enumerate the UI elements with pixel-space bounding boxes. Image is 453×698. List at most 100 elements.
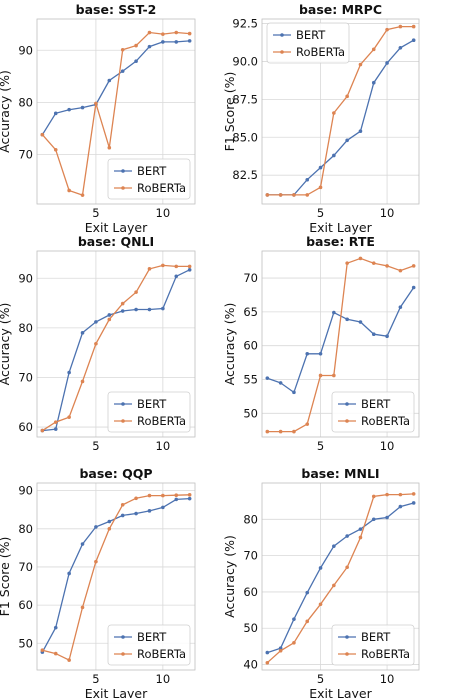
data-point-roberta — [147, 493, 152, 498]
x-tick-label: 10 — [380, 439, 395, 453]
data-point-bert — [345, 138, 349, 143]
legend-entry-roberta: RoBERTa — [361, 414, 410, 428]
data-point-roberta — [120, 502, 125, 507]
legend: BERT RoBERTa — [107, 391, 191, 433]
data-point-bert — [67, 571, 71, 576]
data-point-bert — [332, 153, 336, 158]
data-point-bert — [278, 646, 283, 651]
data-point-roberta — [345, 565, 349, 570]
data-point-roberta — [147, 30, 152, 35]
data-point-roberta — [187, 493, 192, 497]
chart-title: base: QNLI — [78, 234, 154, 249]
data-point-bert — [265, 650, 270, 655]
data-point-bert — [292, 390, 296, 395]
legend-box — [107, 158, 191, 200]
data-point-bert — [187, 39, 192, 43]
data-point-roberta — [278, 648, 283, 653]
chart-title: base: MNLI — [301, 466, 379, 481]
data-point-roberta — [265, 429, 270, 434]
y-tick-label: 85.0 — [232, 130, 258, 144]
legend-entry-roberta: RoBERTa — [137, 647, 186, 661]
y-tick-label: 80 — [243, 512, 258, 526]
data-point-roberta — [161, 32, 165, 36]
legend-marker — [345, 419, 349, 423]
chart-panel-6: 5 10 40 50 60 70 80 base: MNLI Exit Layer Accurac… — [222, 466, 420, 698]
chart-title: base: MRPC — [299, 2, 382, 17]
data-point-bert — [94, 525, 98, 529]
chart-title: base: SST-2 — [76, 2, 157, 17]
series-line-roberta — [41, 31, 190, 196]
data-point-roberta — [385, 264, 389, 268]
data-point-roberta — [40, 648, 45, 652]
legend-marker — [345, 652, 349, 656]
data-point-roberta — [292, 640, 296, 645]
data-point-bert — [80, 105, 85, 110]
series-line-bert — [41, 40, 190, 136]
chart-title: base: RTE — [306, 234, 375, 249]
data-point-roberta — [332, 111, 336, 115]
data-point-bert — [332, 310, 336, 315]
data-point-bert — [161, 40, 165, 44]
legend-marker — [280, 50, 284, 54]
data-point-bert — [332, 544, 336, 548]
plot-frame — [261, 482, 420, 671]
data-point-bert — [292, 617, 296, 621]
data-point-bert — [120, 69, 125, 73]
data-point-bert — [174, 274, 179, 279]
data-point-bert — [345, 534, 349, 538]
data-point-bert — [265, 376, 270, 380]
data-point-roberta — [411, 24, 416, 29]
data-point-roberta — [278, 429, 283, 434]
data-point-roberta — [371, 47, 376, 52]
data-point-bert — [147, 509, 152, 513]
y-axis-label: F1 Score (%) — [0, 537, 12, 617]
data-point-bert — [161, 505, 165, 510]
data-point-roberta — [332, 583, 336, 588]
y-axis-label: F1 Score (%) — [222, 72, 237, 152]
data-point-roberta — [371, 494, 376, 499]
x-tick-label: 5 — [317, 439, 324, 453]
data-point-bert — [358, 527, 363, 531]
data-point-roberta — [174, 493, 179, 498]
data-point-roberta — [94, 559, 98, 564]
y-tick-label: 70 — [18, 560, 33, 574]
data-point-bert — [174, 497, 179, 502]
y-axis-label: Accuracy (%) — [222, 303, 237, 386]
legend-marker — [121, 169, 125, 173]
y-tick-label: 50 — [243, 406, 258, 420]
data-point-bert — [305, 352, 310, 356]
data-point-bert — [187, 268, 192, 272]
legend-entry-roberta: RoBERTa — [361, 647, 410, 661]
data-point-bert — [53, 625, 58, 630]
data-point-bert — [305, 590, 310, 595]
data-point-bert — [398, 504, 403, 509]
series-line-roberta — [42, 264, 190, 432]
data-point-roberta — [134, 43, 138, 48]
data-point-roberta — [80, 193, 85, 197]
data-point-roberta — [398, 268, 403, 273]
x-axis-label: Exit Layer — [309, 686, 372, 698]
data-point-roberta — [411, 264, 416, 268]
data-point-roberta — [385, 492, 389, 497]
data-point-roberta — [318, 185, 323, 190]
data-point-bert — [161, 306, 165, 311]
legend: BERT RoBERTa — [331, 624, 415, 666]
y-tick-label: 60 — [18, 598, 33, 612]
series-line-bert — [267, 287, 415, 394]
data-point-bert — [371, 80, 376, 85]
x-axis-label: Exit Layer — [309, 220, 372, 235]
data-point-roberta — [371, 261, 376, 265]
x-tick-label: 5 — [317, 206, 324, 220]
data-point-bert — [398, 305, 403, 309]
data-point-roberta — [305, 422, 310, 426]
y-tick-label: 90.0 — [232, 54, 258, 68]
y-tick-label: 50 — [18, 636, 33, 650]
data-point-bert — [147, 44, 152, 49]
data-point-roberta — [67, 188, 71, 193]
x-axis-label: Exit Layer — [85, 686, 148, 698]
data-point-roberta — [94, 341, 98, 346]
y-tick-label: 90 — [18, 43, 33, 57]
legend-marker — [121, 652, 125, 656]
x-tick-label: 10 — [380, 206, 395, 220]
